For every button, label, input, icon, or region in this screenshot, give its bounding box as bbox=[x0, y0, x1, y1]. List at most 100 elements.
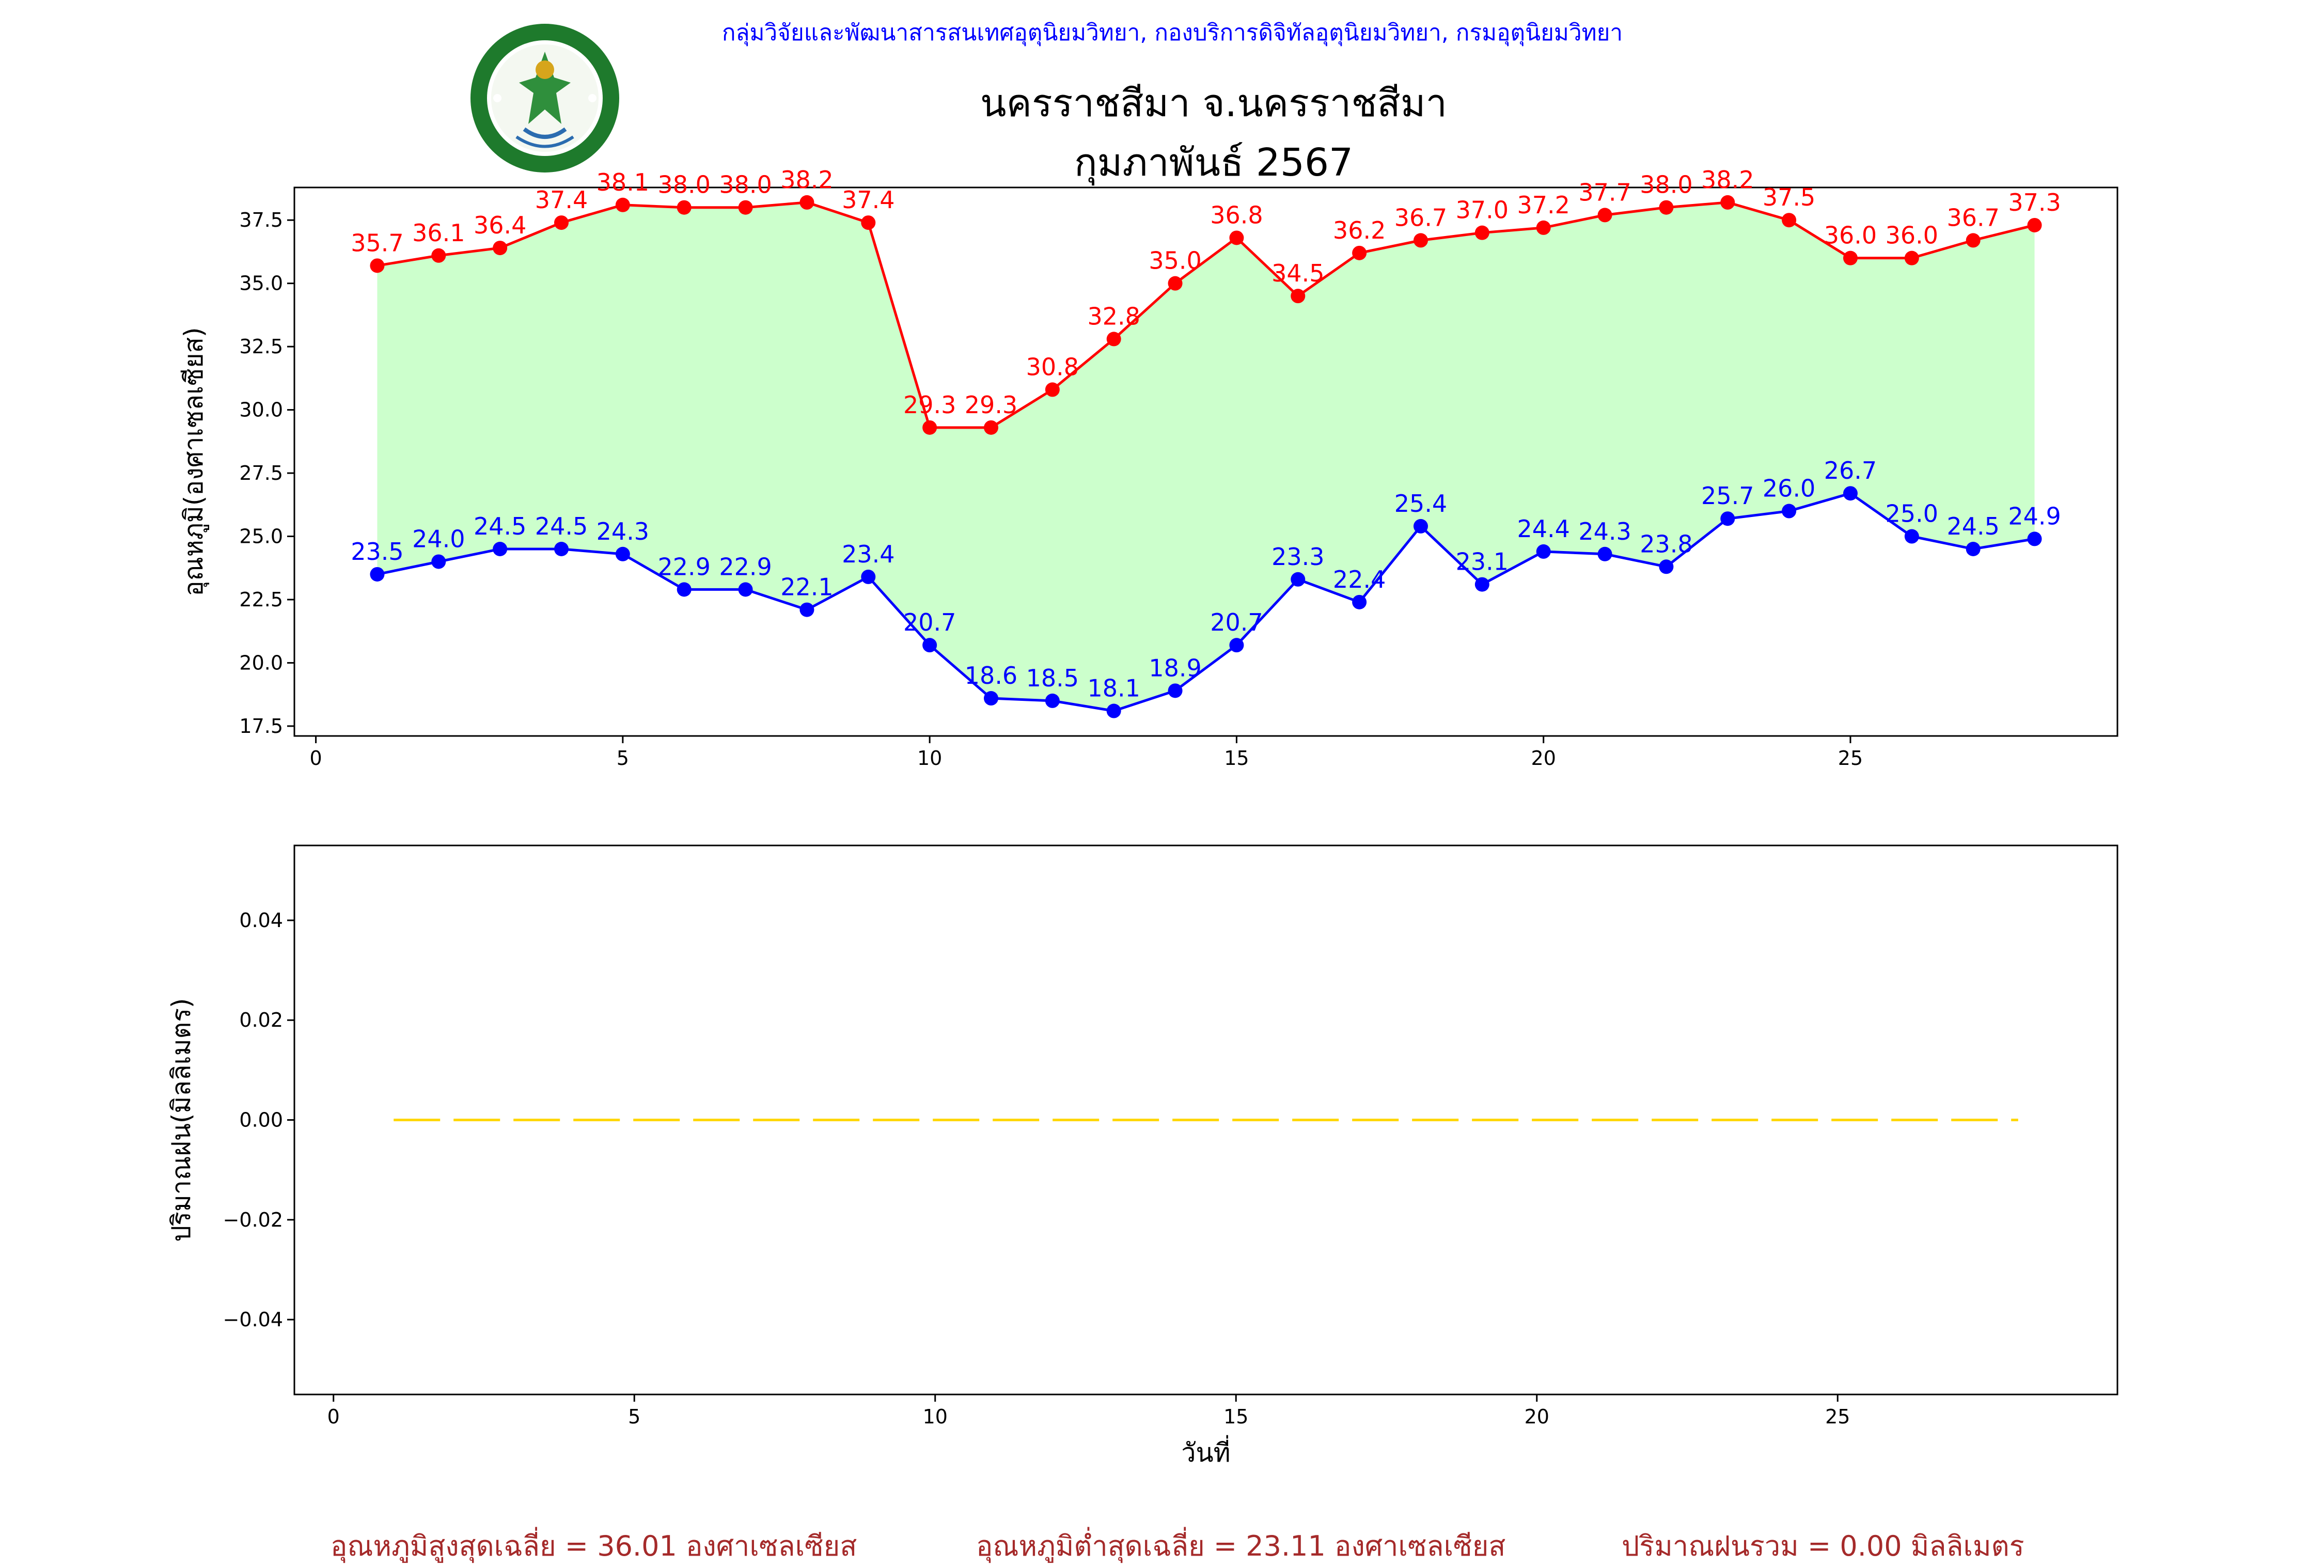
max-temperature-data-label: 29.3 bbox=[903, 391, 956, 419]
chart-title-month: กุมภาพันธ์ 2567 bbox=[1074, 140, 1354, 185]
temp-x-tick-label: 0 bbox=[310, 747, 322, 770]
min-temperature-data-label: 18.6 bbox=[965, 662, 1017, 689]
chart-title-station: นครราชสีมา จ.นครราชสีมา bbox=[980, 81, 1448, 126]
rain-x-tick-label: 15 bbox=[1223, 1405, 1248, 1428]
min-temperature-point bbox=[799, 602, 814, 617]
rain-y-tick-label: −0.02 bbox=[223, 1209, 283, 1231]
max-temperature-point bbox=[677, 200, 692, 215]
max-temperature-data-label: 30.8 bbox=[1026, 353, 1079, 381]
min-temperature-point bbox=[1045, 693, 1060, 708]
min-temperature-data-label: 22.4 bbox=[1333, 566, 1386, 593]
min-temperature-data-label: 25.7 bbox=[1701, 482, 1754, 510]
min-temperature-data-label: 23.1 bbox=[1456, 548, 1509, 576]
min-temperature-point bbox=[1474, 577, 1489, 592]
temp-x-tick-label: 10 bbox=[917, 747, 942, 770]
temperature-plot: 0 5 10 15 20 25 17.5 20.0 22.5 25.0 27.5 30.0 32.5 35… bbox=[179, 166, 2118, 770]
min-temperature-data-label: 18.5 bbox=[1026, 664, 1079, 692]
min-temperature-data-label: 24.3 bbox=[1578, 518, 1631, 545]
min-temperature-point bbox=[1904, 529, 1919, 544]
max-temperature-data-label: 36.4 bbox=[474, 211, 526, 239]
temperature-range-fill bbox=[377, 202, 2035, 711]
min-temperature-point bbox=[1720, 511, 1735, 526]
rain-y-tick-label: 0.04 bbox=[239, 909, 283, 932]
min-temperature-point bbox=[1229, 638, 1244, 653]
max-temperature-data-label: 36.0 bbox=[1886, 222, 1938, 249]
min-temperature-point bbox=[1413, 519, 1428, 534]
min-temperature-point bbox=[370, 567, 385, 582]
max-temperature-data-label: 36.0 bbox=[1824, 222, 1877, 249]
max-temperature-data-label: 29.3 bbox=[965, 391, 1017, 419]
max-temperature-point bbox=[493, 241, 508, 256]
min-temperature-data-label: 24.5 bbox=[1946, 512, 1999, 540]
max-temperature-point bbox=[922, 420, 937, 435]
min-temperature-data-label: 24.4 bbox=[1517, 515, 1569, 543]
rainfall-plot: 0 5 10 15 20 25 −0.04 −0.02 0.00 0.02 0.04 ปริมาณฝน… bbox=[166, 844, 2118, 1468]
temp-y-tick-label: 35.0 bbox=[239, 272, 283, 295]
max-temperature-data-label: 36.7 bbox=[1394, 203, 1447, 231]
max-temperature-point bbox=[1843, 250, 1858, 265]
min-temperature-point bbox=[431, 554, 446, 569]
max-temperature-data-label: 37.2 bbox=[1517, 191, 1569, 219]
max-temperature-point bbox=[370, 258, 385, 273]
footer-average-min-temperature: อุณหภูมิต่ำสุดเฉลี่ย = 23.11 องศาเซลเซีย… bbox=[976, 1530, 1506, 1562]
max-temperature-point bbox=[2027, 217, 2042, 232]
temp-x-tick-label: 25 bbox=[1838, 747, 1863, 770]
min-temperature-data-label: 24.3 bbox=[596, 518, 649, 545]
max-temperature-data-label: 37.0 bbox=[1456, 196, 1509, 224]
max-temperature-point bbox=[1291, 289, 1306, 304]
max-temperature-point bbox=[615, 197, 630, 212]
max-temperature-data-label: 37.3 bbox=[2008, 189, 2061, 216]
rain-x-tick-label: 20 bbox=[1525, 1405, 1549, 1428]
min-temperature-point bbox=[1168, 683, 1183, 698]
max-temperature-data-label: 37.7 bbox=[1578, 178, 1631, 206]
max-temperature-data-label: 38.0 bbox=[719, 171, 772, 199]
max-temperature-point bbox=[738, 200, 753, 215]
max-temperature-data-label: 38.1 bbox=[596, 168, 649, 196]
max-temperature-data-label: 36.1 bbox=[412, 219, 465, 247]
rain-y-tick-label: −0.04 bbox=[223, 1308, 283, 1331]
temp-y-tick-label: 25.0 bbox=[239, 525, 283, 548]
min-temperature-line bbox=[376, 492, 2035, 713]
min-temperature-point bbox=[677, 582, 692, 597]
temp-y-tick-label: 17.5 bbox=[239, 715, 283, 738]
max-temperature-point bbox=[1474, 225, 1489, 240]
max-temperature-line bbox=[377, 201, 2035, 429]
min-temperature-point bbox=[615, 546, 630, 561]
min-temperature-point bbox=[493, 541, 508, 556]
max-temperature-data-label: 38.0 bbox=[1640, 171, 1692, 199]
rain-y-tick-label: 0.02 bbox=[239, 1009, 283, 1031]
max-temperature-point bbox=[1168, 276, 1183, 291]
max-temperature-point bbox=[1106, 332, 1121, 347]
temp-y-tick-label: 22.5 bbox=[239, 588, 283, 611]
max-temperature-point bbox=[1536, 220, 1551, 235]
min-temperature-data-label: 18.1 bbox=[1088, 675, 1140, 702]
max-temperature-point bbox=[1352, 245, 1367, 260]
min-temperature-data-label: 18.9 bbox=[1149, 654, 1201, 682]
max-temperature-data-label: 34.5 bbox=[1271, 259, 1324, 287]
temp-y-tick-label: 37.5 bbox=[239, 209, 283, 231]
min-temperature-data-label: 20.7 bbox=[1210, 608, 1263, 636]
temp-y-tick-label: 20.0 bbox=[239, 651, 283, 674]
max-temperature-data-label: 37.4 bbox=[535, 186, 588, 214]
min-temperature-point bbox=[1966, 541, 1981, 556]
min-temperature-data-label: 23.5 bbox=[351, 538, 403, 566]
temp-y-tick-label: 30.0 bbox=[239, 399, 283, 421]
max-temperature-data-label: 38.0 bbox=[658, 171, 711, 199]
max-temperature-data-label: 37.4 bbox=[842, 186, 894, 214]
min-temperature-point bbox=[1597, 546, 1612, 561]
max-temperature-point bbox=[984, 420, 999, 435]
min-temperature-data-label: 22.9 bbox=[719, 553, 772, 581]
min-temperature-point bbox=[1106, 703, 1121, 718]
max-temperature-data-label: 35.0 bbox=[1149, 247, 1201, 275]
min-temperature-point bbox=[738, 582, 753, 597]
rain-x-tick-label: 25 bbox=[1825, 1405, 1850, 1428]
max-temperature-point bbox=[1966, 233, 1981, 248]
min-temperature-data-label: 24.5 bbox=[535, 512, 588, 540]
min-temperature-point bbox=[1843, 486, 1858, 501]
max-temperature-point bbox=[1782, 213, 1797, 228]
rain-x-tick-label: 5 bbox=[628, 1405, 640, 1428]
max-temperature-data-label: 35.7 bbox=[351, 229, 403, 257]
min-temperature-data-label: 25.0 bbox=[1886, 500, 1938, 528]
